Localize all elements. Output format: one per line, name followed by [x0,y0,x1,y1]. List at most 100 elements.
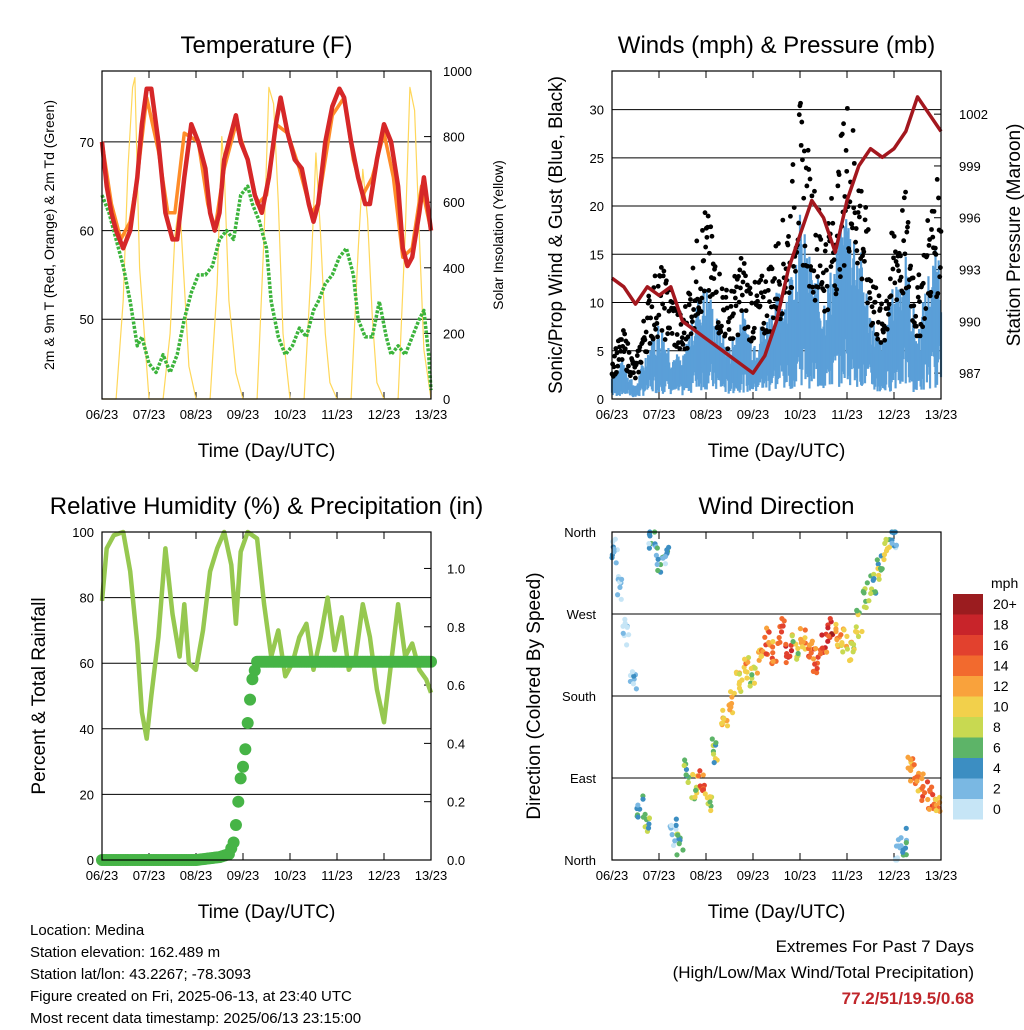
gust-point [853,226,859,231]
gust-point [839,131,845,137]
y-tick-label: 5 [597,344,604,359]
direction-point [736,681,742,687]
gust-point [724,287,729,293]
direction-point [779,615,785,622]
direction-point [889,540,895,546]
gust-point [615,363,621,369]
gust-point [830,220,836,226]
gust-point [820,270,826,276]
gust-point [872,299,878,305]
figure-created: Figure created on Fri, 2025-06-13, at 23… [30,988,352,1005]
direction-point [825,638,831,644]
legend-swatch [953,676,983,697]
gust-point [747,285,753,291]
gust-point [691,307,697,312]
gust-point [701,288,707,294]
direction-point [731,690,737,696]
gust-point [825,307,831,313]
y-tick-label: 15 [590,247,604,262]
legend-title: mph [991,575,1018,591]
direction-point [618,576,625,582]
series-line-2m-td [100,184,433,391]
gust-point [667,325,672,331]
direction-point [806,642,813,648]
y2-axis-label: Station Pressure (Maroon) [1004,124,1024,347]
direction-point [695,773,702,779]
x-tick-label: 10/23 [274,407,307,422]
direction-point [693,787,699,793]
gust-point [758,277,764,283]
gust-point [681,330,687,336]
direction-point [898,843,904,849]
gust-point [856,214,862,220]
gust-point [658,265,664,270]
direction-point [826,633,832,639]
gust-point [725,346,731,352]
direction-point [770,658,776,664]
direction-point [770,639,776,645]
gust-point [759,273,765,279]
direction-point [736,685,743,691]
gust-point [715,320,721,325]
gust-point [915,285,920,290]
station-info: Location: Medina Station elevation: 162.… [30,920,361,1030]
direction-point [777,639,783,645]
direction-point [846,657,853,664]
gust-point [833,291,839,297]
legend-swatch [953,655,983,676]
gust-point [646,293,652,299]
gust-point [818,237,824,242]
y-tick-label: South [562,689,596,704]
gust-point [931,208,937,214]
gust-point [700,227,705,233]
y2-tick-label: 800 [443,130,465,145]
gust-point [886,311,891,317]
direction-point [745,654,752,661]
gust-point [823,242,829,247]
direction-point [653,552,659,558]
y-tick-label: 20 [80,787,94,802]
direction-point [681,762,687,769]
legend-swatch [953,614,983,635]
gust-point [761,320,767,326]
gust-point [814,247,820,252]
y-tick-label: 100 [72,525,94,540]
gust-point [686,302,692,308]
gust-point [726,319,731,325]
gust-point [916,272,922,278]
gust-point [892,280,898,286]
y2-tick-label: 0.2 [447,795,465,810]
gust-point [751,325,757,331]
x-tick-label: 13/23 [925,868,958,883]
gust-point [611,364,617,370]
gust-point [841,263,847,268]
gust-point [760,326,765,332]
gust-point [680,341,686,347]
direction-point [728,700,735,707]
gust-point [804,183,810,189]
gust-point [902,251,908,257]
x-axis-label: Time (Day/UTC) [708,902,846,923]
legend-swatch [953,594,983,615]
precip-point [237,760,249,773]
gust-point [730,336,736,341]
y2-tick-label: 0.8 [447,620,465,635]
direction-point [707,799,713,805]
y2-axis-label: Solar Insolation (Yellow) [490,160,506,310]
direction-point [742,668,749,674]
direction-point [711,759,717,766]
direction-point [933,797,939,803]
legend-label: 0 [993,801,1001,817]
gust-point [859,276,865,282]
gust-point [634,353,640,358]
gust-point [717,271,722,277]
gust-point [821,288,827,294]
gust-point [745,324,751,330]
gust-point [774,296,780,302]
panel-title: Wind Direction [698,493,854,520]
direction-point [825,625,831,631]
direction-point [747,683,753,689]
gust-point [731,289,737,294]
direction-point [673,816,679,822]
